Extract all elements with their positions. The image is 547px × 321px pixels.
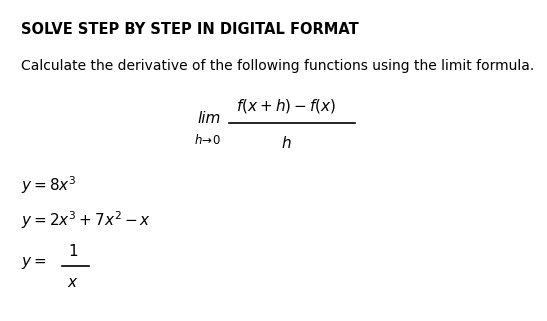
Text: $f(x + h) - f(x)$: $f(x + h) - f(x)$: [236, 97, 337, 115]
Text: $y = 8x^3$: $y = 8x^3$: [21, 174, 77, 196]
Text: $x$: $x$: [67, 275, 79, 290]
Text: lim: lim: [197, 111, 221, 126]
Text: $h\!\rightarrow\!0$: $h\!\rightarrow\!0$: [194, 134, 220, 147]
Text: $y = $: $y = $: [21, 255, 47, 271]
Text: $h$: $h$: [281, 134, 292, 151]
Text: $1$: $1$: [68, 243, 78, 259]
Text: Calculate the derivative of the following functions using the limit formula.: Calculate the derivative of the followin…: [21, 59, 534, 73]
Text: SOLVE STEP BY STEP IN DIGITAL FORMAT: SOLVE STEP BY STEP IN DIGITAL FORMAT: [21, 22, 359, 37]
Text: $y = 2x^3 + 7x^2 - x$: $y = 2x^3 + 7x^2 - x$: [21, 210, 152, 231]
